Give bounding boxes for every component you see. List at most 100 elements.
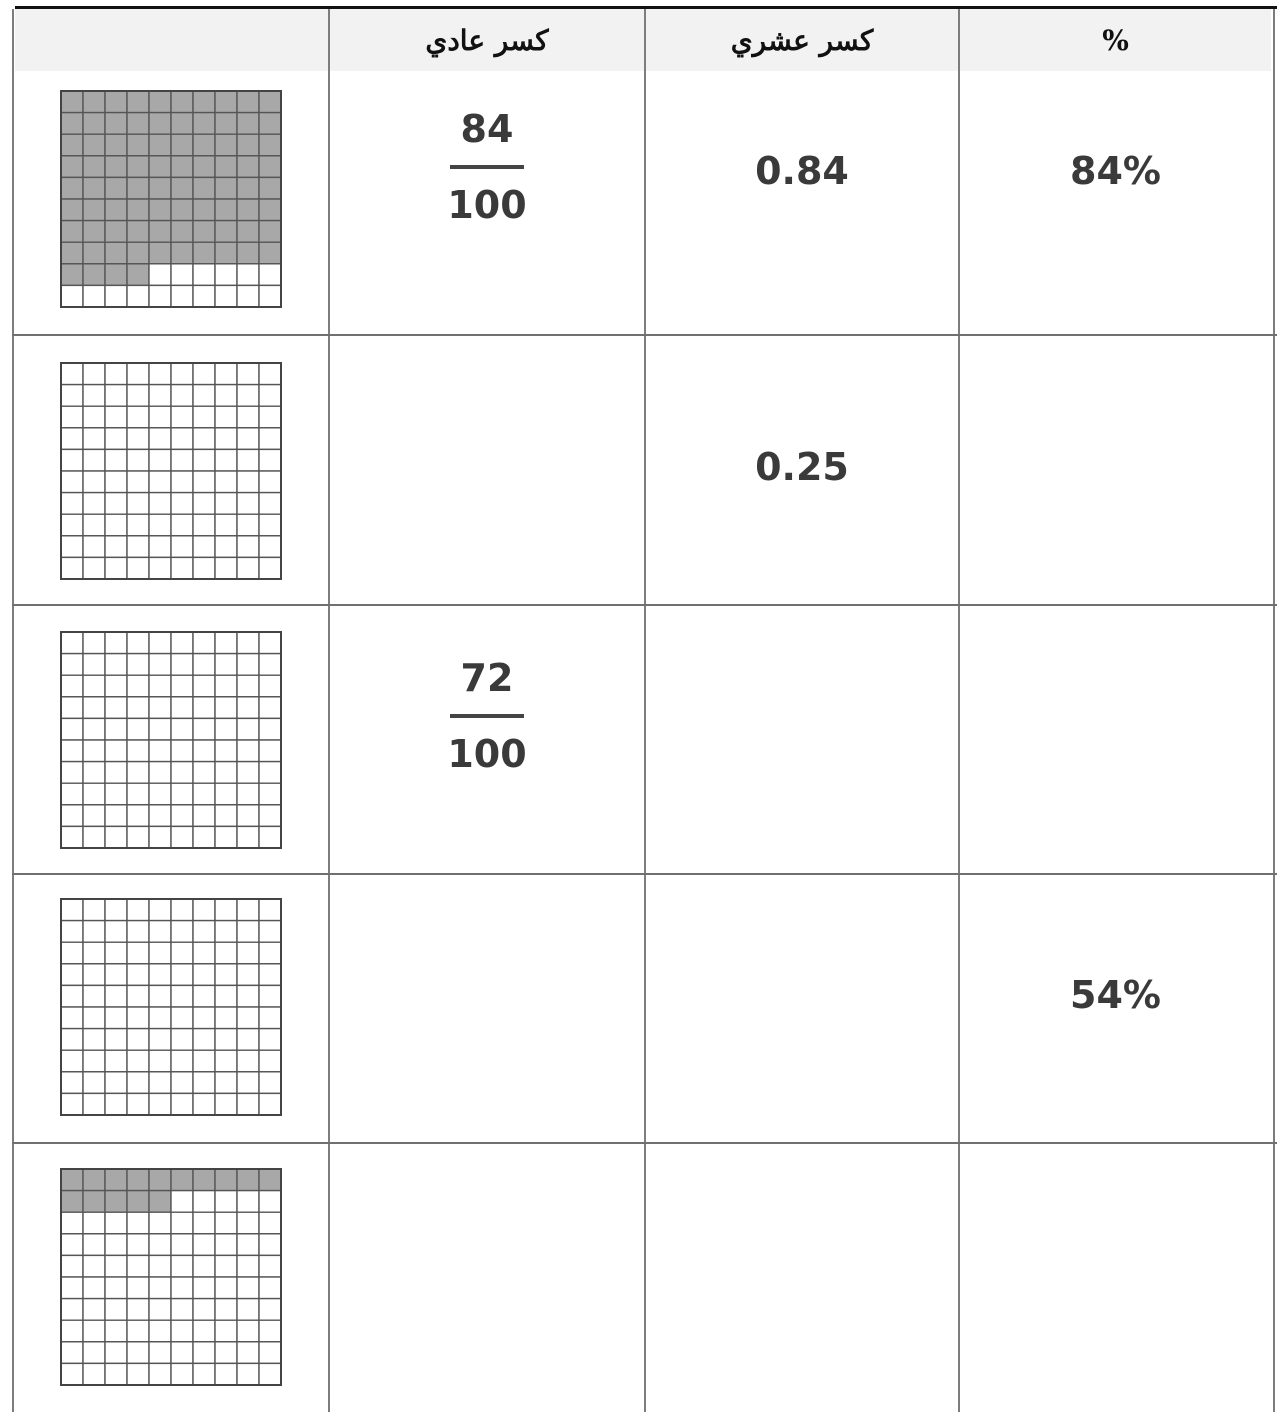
shaded-square (215, 91, 237, 113)
grid-square (105, 1342, 127, 1364)
grid-square (259, 471, 281, 493)
grid-square (193, 1029, 215, 1051)
shaded-square (61, 1169, 83, 1191)
shaded-square (61, 264, 83, 286)
shaded-square (127, 134, 149, 156)
grid-square (127, 718, 149, 740)
shaded-square (149, 91, 171, 113)
grid-square (127, 1363, 149, 1385)
decimal-value: 0.25 (755, 445, 849, 489)
grid-square (83, 783, 105, 805)
grid-square (61, 985, 83, 1007)
grid-square (61, 1255, 83, 1277)
shaded-square (127, 113, 149, 135)
shaded-square (127, 199, 149, 221)
grid-square (149, 1093, 171, 1115)
grid-square (215, 1255, 237, 1277)
grid-square (105, 985, 127, 1007)
shaded-square (61, 199, 83, 221)
grid-square (237, 964, 259, 986)
grid-square (237, 493, 259, 515)
grid-square (127, 1029, 149, 1051)
grid-square (259, 1212, 281, 1234)
grid-square (105, 921, 127, 943)
grid-square (105, 1299, 127, 1321)
grid-square (215, 805, 237, 827)
grid-square (193, 964, 215, 986)
fraction-cell (330, 1144, 644, 1412)
shaded-square (149, 156, 171, 178)
grid-square (61, 1050, 83, 1072)
grid-square (171, 385, 193, 407)
grid-square (215, 1320, 237, 1342)
grid-square (215, 740, 237, 762)
grid-square (193, 1191, 215, 1213)
grid-square (83, 826, 105, 848)
decimal-cell: 0.25 (646, 336, 958, 598)
grid-square (105, 514, 127, 536)
grid-square (149, 654, 171, 676)
grid-square (127, 1234, 149, 1256)
grid-square (237, 363, 259, 385)
grid-square (237, 805, 259, 827)
grid-square (171, 536, 193, 558)
grid-square (127, 740, 149, 762)
shaded-square (61, 1191, 83, 1213)
grid-square (171, 1212, 193, 1234)
grid-square (193, 493, 215, 515)
shaded-square (259, 221, 281, 243)
grid-square (105, 1072, 127, 1094)
shaded-square (193, 156, 215, 178)
grid-square (193, 363, 215, 385)
grid-square (259, 1277, 281, 1299)
grid-square (61, 1212, 83, 1234)
shaded-square (127, 1191, 149, 1213)
grid-square (83, 964, 105, 986)
grid-square (193, 1342, 215, 1364)
shaded-square (105, 177, 127, 199)
shaded-square (127, 177, 149, 199)
shaded-square (259, 134, 281, 156)
grid-square (193, 285, 215, 307)
grid-square (83, 1342, 105, 1364)
grid-square (215, 826, 237, 848)
grid-square (259, 536, 281, 558)
grid-square (193, 632, 215, 654)
grid-square (215, 1029, 237, 1051)
grid-square (61, 493, 83, 515)
grid-square (149, 493, 171, 515)
grid-square (259, 1363, 281, 1385)
shaded-square (215, 177, 237, 199)
grid-square (215, 899, 237, 921)
grid-square (193, 762, 215, 784)
grid-square (83, 1234, 105, 1256)
grid-square (61, 942, 83, 964)
shaded-square (127, 264, 149, 286)
grid-square (105, 1050, 127, 1072)
grid-square (149, 718, 171, 740)
grid-square (105, 363, 127, 385)
fraction-bar (450, 714, 524, 718)
grid-square (215, 285, 237, 307)
grid-square (127, 985, 149, 1007)
grid-square (61, 1234, 83, 1256)
column-divider (1273, 9, 1275, 1412)
shaded-square (193, 113, 215, 135)
grid-square (193, 1234, 215, 1256)
grid-square (171, 1007, 193, 1029)
grid-square (215, 718, 237, 740)
grid-square (237, 264, 259, 286)
shaded-square (127, 1169, 149, 1191)
grid-square (149, 1320, 171, 1342)
shaded-square (171, 156, 193, 178)
grid-square (215, 1072, 237, 1094)
grid-square (83, 1277, 105, 1299)
grid-square (259, 1342, 281, 1364)
grid-square (259, 406, 281, 428)
shaded-square (193, 221, 215, 243)
grid-square (127, 632, 149, 654)
grid-square (259, 740, 281, 762)
grid-square (127, 493, 149, 515)
grid-square (193, 718, 215, 740)
grid-square (127, 654, 149, 676)
